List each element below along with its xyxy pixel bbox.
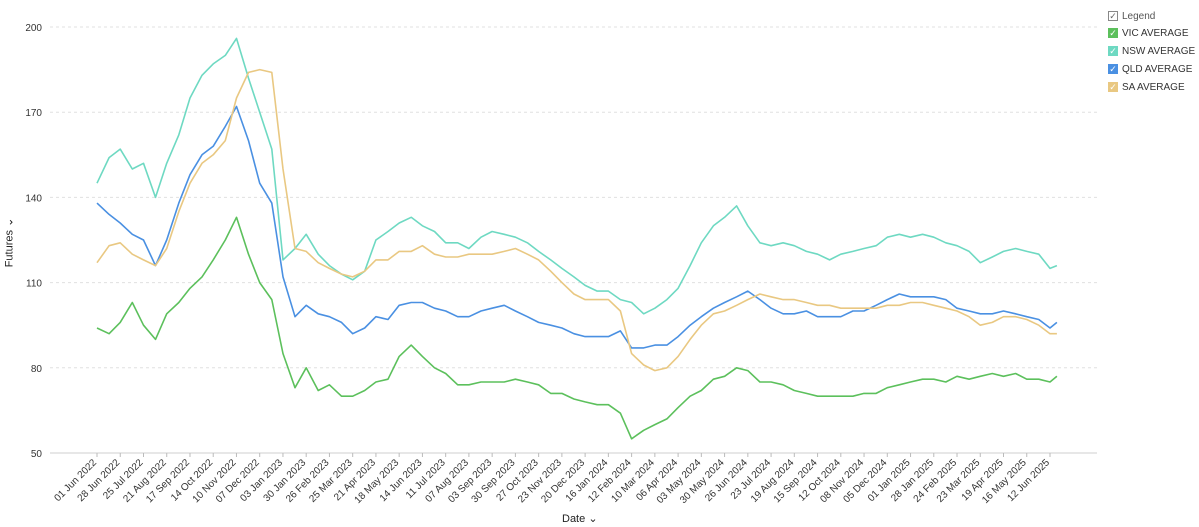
legend-item-nsw-average[interactable]: ✓ NSW AVERAGE xyxy=(1108,42,1195,60)
legend: ✓ Legend ✓ VIC AVERAGE ✓ NSW AVERAGE ✓ QLD AV… xyxy=(1108,8,1195,96)
series-line-qld-average[interactable] xyxy=(96,105,1058,349)
y-tick-label: 110 xyxy=(26,279,42,290)
grid-lines xyxy=(50,26,1097,454)
legend-label: VIC AVERAGE xyxy=(1122,27,1189,39)
y-axis-title[interactable]: Futures ⌄ xyxy=(2,218,15,268)
legend-item-qld-average[interactable]: ✓ QLD AVERAGE xyxy=(1108,60,1195,78)
checkbox-icon: ✓ xyxy=(1108,45,1118,56)
y-axis-tick-labels: 50 80 110 140 170 200 xyxy=(25,23,42,460)
y-tick-label: 170 xyxy=(25,108,42,119)
chevron-down-icon: ⌄ xyxy=(3,217,16,227)
legend-toggle[interactable]: ✓ Legend xyxy=(1108,8,1195,24)
series-line-vic-average[interactable] xyxy=(96,216,1058,440)
x-axis-title[interactable]: Date ⌄ xyxy=(562,512,598,525)
checkbox-icon: ✓ xyxy=(1108,63,1118,74)
legend-item-sa-average[interactable]: ✓ SA AVERAGE xyxy=(1108,78,1195,96)
legend-item-vic-average[interactable]: ✓ VIC AVERAGE xyxy=(1108,24,1195,42)
y-tick-label: 50 xyxy=(31,449,43,460)
checkbox-icon: ✓ xyxy=(1108,27,1118,38)
x-axis-title-label: Date xyxy=(562,513,586,525)
legend-label: QLD AVERAGE xyxy=(1122,63,1193,75)
checkbox-icon: ✓ xyxy=(1108,10,1118,21)
series-lines xyxy=(96,37,1058,440)
legend-label: NSW AVERAGE xyxy=(1122,45,1196,57)
series-line-nsw-average[interactable] xyxy=(96,37,1058,315)
chevron-down-icon: ⌄ xyxy=(588,513,598,525)
legend-label: SA AVERAGE xyxy=(1122,81,1185,93)
y-axis-title-label: Futures xyxy=(3,229,16,268)
y-tick-label: 140 xyxy=(25,193,42,204)
y-tick-label: 200 xyxy=(25,23,42,34)
series-line-sa-average[interactable] xyxy=(96,68,1057,372)
checkbox-icon: ✓ xyxy=(1108,81,1118,92)
y-tick-label: 80 xyxy=(31,364,43,375)
legend-title-label: Legend xyxy=(1122,10,1156,22)
